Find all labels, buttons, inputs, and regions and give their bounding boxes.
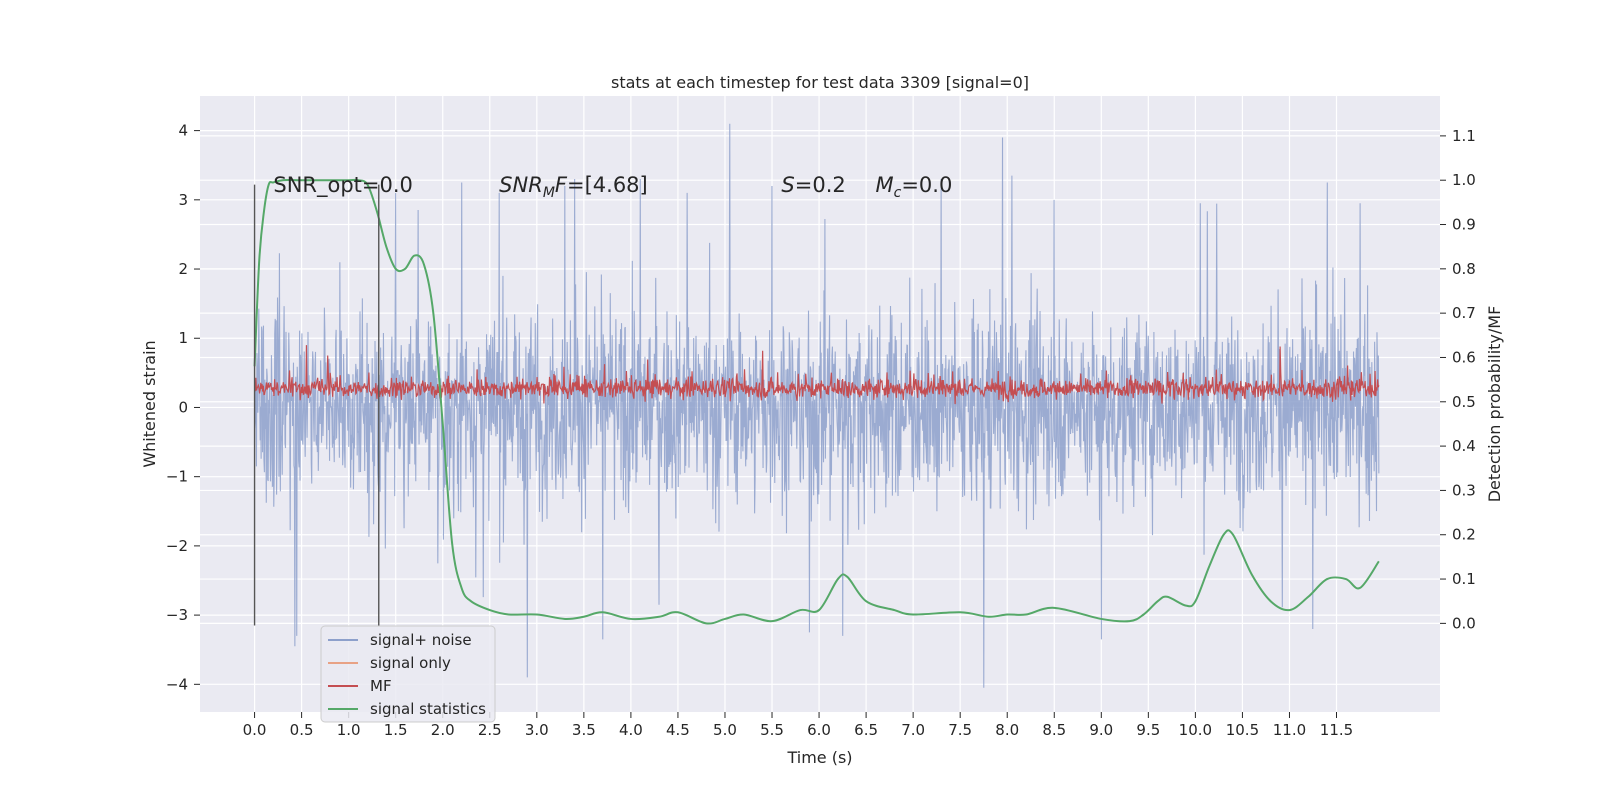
annotation-text: Mc=0.0 bbox=[876, 173, 953, 201]
x-tick-label: 8.5 bbox=[1042, 721, 1066, 739]
annotation-text: S=0.2 bbox=[781, 173, 845, 197]
right-axis-ticks: 0.0 0.1 0.2 0.3 0.4 0.5 0.6 0.7 0.8 0.9 1.0 1.1 bbox=[1440, 127, 1476, 632]
legend-frame bbox=[320, 625, 496, 723]
series-layer bbox=[253, 123, 1380, 688]
x-tick-label: 11.5 bbox=[1320, 721, 1353, 739]
chart-title: stats at each timestep for test data 330… bbox=[611, 73, 1029, 92]
legend: signal+ noise signal only MF signal statist… bbox=[320, 625, 496, 723]
x-tick-label: 0.5 bbox=[290, 721, 314, 739]
legend-label: signal+ noise bbox=[370, 631, 472, 649]
series-signal-noise-line bbox=[254, 123, 1380, 688]
annotation-text: SNR_opt=0.0 bbox=[273, 173, 413, 198]
x-tick-label: 1.5 bbox=[384, 721, 408, 739]
x-tick-label: 0.0 bbox=[243, 721, 267, 739]
vline-layer bbox=[253, 184, 380, 626]
x-tick-label: 10.0 bbox=[1179, 721, 1212, 739]
legend-label: signal only bbox=[370, 654, 451, 672]
x-tick-label: 5.0 bbox=[713, 721, 737, 739]
y2-tick-label: 0.8 bbox=[1452, 260, 1476, 278]
y2-tick-label: 0.5 bbox=[1452, 393, 1476, 411]
x-tick-label: 6.0 bbox=[807, 721, 831, 739]
x-tick-label: 7.5 bbox=[948, 721, 972, 739]
y-tick-label: −2 bbox=[166, 537, 188, 555]
annotation-layer: SNR_opt=0.0 SNRMF=[4.68] S=0.2 Mc=0.0 bbox=[273, 173, 952, 201]
y-tick-label: 3 bbox=[178, 191, 188, 209]
x-tick-label: 4.5 bbox=[666, 721, 690, 739]
y-tick-label: 0 bbox=[178, 398, 188, 416]
y-axis-label: Whitened strain bbox=[140, 340, 159, 467]
x-tick-label: 7.0 bbox=[901, 721, 925, 739]
x-tick-label: 9.0 bbox=[1089, 721, 1113, 739]
x-tick-label: 8.0 bbox=[995, 721, 1019, 739]
legend-label: MF bbox=[370, 677, 392, 695]
y-tick-label: 1 bbox=[178, 329, 188, 347]
x-tick-label: 3.0 bbox=[525, 721, 549, 739]
x-tick-label: 2.0 bbox=[431, 721, 455, 739]
y-tick-label: −3 bbox=[166, 606, 188, 624]
y2-tick-label: 1.1 bbox=[1452, 127, 1476, 145]
y2-tick-label: 0.7 bbox=[1452, 304, 1476, 322]
y-tick-label: −1 bbox=[166, 468, 188, 486]
y-tick-label: −4 bbox=[166, 675, 188, 693]
x-tick-label: 10.5 bbox=[1226, 721, 1259, 739]
y2-tick-label: 0.2 bbox=[1452, 526, 1476, 544]
y2-tick-label: 0.4 bbox=[1452, 437, 1476, 455]
x-tick-label: 5.5 bbox=[760, 721, 784, 739]
left-axis-ticks: −4 −3 −2 −1 0 1 2 3 4 bbox=[166, 122, 200, 693]
y2-tick-label: 0.6 bbox=[1452, 348, 1476, 366]
y2-axis-label: Detection probability/MF bbox=[1485, 306, 1504, 503]
legend-label: signal statistics bbox=[370, 700, 486, 718]
x-tick-label: 3.5 bbox=[572, 721, 596, 739]
y2-tick-label: 0.9 bbox=[1452, 216, 1476, 234]
x-tick-label: 11.0 bbox=[1273, 721, 1306, 739]
x-axis-label: Time (s) bbox=[786, 748, 852, 767]
x-tick-label: 1.0 bbox=[337, 721, 361, 739]
annotation-text: SNRMF=[4.68] bbox=[499, 173, 648, 201]
x-tick-label: 2.5 bbox=[478, 721, 502, 739]
x-tick-label: 6.5 bbox=[854, 721, 878, 739]
bottom-axis-ticks: 0.0 0.5 1.0 1.5 2.0 2.5 3.0 3.5 4.0 4.5 5.0 5.5 6.0 6… bbox=[243, 712, 1353, 739]
y2-tick-label: 0.0 bbox=[1452, 614, 1476, 632]
y2-tick-label: 0.3 bbox=[1452, 481, 1476, 499]
y2-tick-label: 0.1 bbox=[1452, 570, 1476, 588]
series-mf-line bbox=[253, 345, 1380, 405]
y2-tick-label: 1.0 bbox=[1452, 171, 1476, 189]
series-signal-statistics-line bbox=[253, 178, 1380, 625]
y-tick-label: 2 bbox=[178, 260, 188, 278]
x-tick-label: 9.5 bbox=[1136, 721, 1160, 739]
y-tick-label: 4 bbox=[178, 122, 188, 140]
x-tick-label: 4.0 bbox=[619, 721, 643, 739]
